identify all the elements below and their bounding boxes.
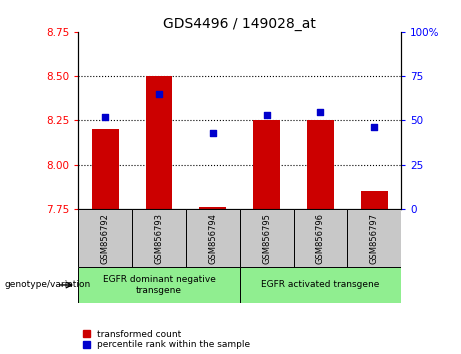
Text: EGFR dominant negative
transgene: EGFR dominant negative transgene	[103, 275, 215, 295]
Legend: transformed count, percentile rank within the sample: transformed count, percentile rank withi…	[83, 330, 250, 349]
Text: GSM856795: GSM856795	[262, 213, 271, 263]
Text: GSM856792: GSM856792	[101, 213, 110, 263]
Bar	[132, 209, 186, 267]
Point	[263, 112, 270, 118]
Text: GSM856794: GSM856794	[208, 213, 217, 263]
Bar	[186, 209, 240, 267]
Bar	[347, 209, 401, 267]
Point	[155, 91, 163, 97]
Bar	[307, 120, 334, 209]
Bar	[361, 191, 388, 209]
Bar	[146, 76, 172, 209]
Text: EGFR activated transgene: EGFR activated transgene	[261, 280, 379, 290]
Point	[101, 114, 109, 120]
Bar	[78, 209, 132, 267]
Text: GSM856793: GSM856793	[154, 212, 164, 264]
Point	[317, 109, 324, 114]
Bar	[78, 267, 240, 303]
Bar	[253, 120, 280, 209]
Bar	[199, 207, 226, 209]
Bar	[240, 209, 294, 267]
Text: GSM856796: GSM856796	[316, 212, 325, 264]
Bar	[294, 209, 347, 267]
Point	[371, 125, 378, 130]
Bar	[92, 129, 118, 209]
Text: GSM856797: GSM856797	[370, 212, 378, 264]
Text: genotype/variation: genotype/variation	[5, 280, 91, 290]
Bar	[240, 267, 401, 303]
Point	[209, 130, 217, 136]
Title: GDS4496 / 149028_at: GDS4496 / 149028_at	[163, 17, 316, 31]
